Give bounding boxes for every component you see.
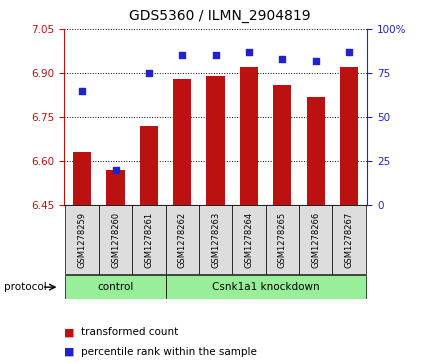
Text: GSM1278267: GSM1278267 xyxy=(345,212,354,268)
Point xyxy=(112,167,119,173)
Text: control: control xyxy=(97,282,134,292)
Bar xyxy=(206,76,225,205)
Bar xyxy=(165,275,366,299)
Bar xyxy=(299,205,332,274)
Text: GSM1278260: GSM1278260 xyxy=(111,212,120,268)
Bar xyxy=(307,97,325,205)
Text: ■: ■ xyxy=(64,327,74,337)
Text: GSM1278262: GSM1278262 xyxy=(178,212,187,268)
Point xyxy=(312,58,319,64)
Point xyxy=(345,49,352,55)
Text: protocol: protocol xyxy=(4,282,47,292)
Text: GSM1278265: GSM1278265 xyxy=(278,212,287,268)
Text: GSM1278259: GSM1278259 xyxy=(77,212,87,268)
Point xyxy=(212,53,219,58)
Point xyxy=(79,88,86,94)
Bar xyxy=(199,205,232,274)
Bar xyxy=(340,67,358,205)
Text: GSM1278261: GSM1278261 xyxy=(144,212,154,268)
Text: GSM1278264: GSM1278264 xyxy=(245,212,253,268)
Text: Csnk1a1 knockdown: Csnk1a1 knockdown xyxy=(212,282,319,292)
Bar xyxy=(99,205,132,274)
Bar xyxy=(266,205,299,274)
Text: ■: ■ xyxy=(64,347,74,357)
Bar xyxy=(73,152,92,205)
Text: transformed count: transformed count xyxy=(81,327,178,337)
Bar xyxy=(173,79,191,205)
Point xyxy=(145,70,152,76)
Bar xyxy=(140,126,158,205)
Text: GSM1278266: GSM1278266 xyxy=(311,212,320,268)
Bar xyxy=(240,67,258,205)
Text: percentile rank within the sample: percentile rank within the sample xyxy=(81,347,257,357)
Point xyxy=(179,53,186,58)
Bar xyxy=(273,85,291,205)
Point xyxy=(246,49,253,55)
Point xyxy=(279,56,286,62)
Bar xyxy=(106,170,125,205)
Bar xyxy=(332,205,366,274)
Text: GSM1278263: GSM1278263 xyxy=(211,212,220,268)
Bar xyxy=(66,275,165,299)
Bar xyxy=(165,205,199,274)
Bar xyxy=(132,205,165,274)
Bar xyxy=(232,205,266,274)
Text: GDS5360 / ILMN_2904819: GDS5360 / ILMN_2904819 xyxy=(129,9,311,23)
Bar xyxy=(66,205,99,274)
